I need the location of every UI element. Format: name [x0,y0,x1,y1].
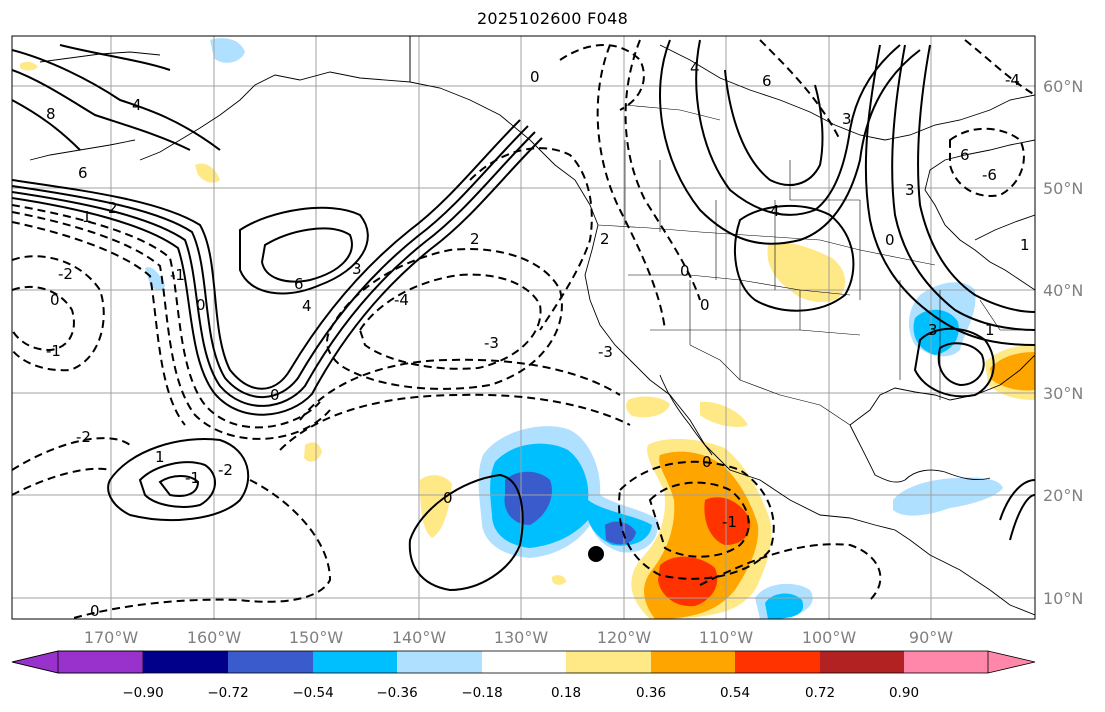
contour-label: 6 [960,146,970,164]
borders [409,36,1035,426]
contour-label: -1 [46,342,61,360]
contour-label: -3 [598,343,613,361]
contour-label: 3 [905,181,915,199]
contour-label: 1 [1020,236,1030,254]
colorbar-label: −0.36 [376,685,417,701]
lon-label: 130°W [494,628,549,647]
contours [12,39,1035,619]
colorbar-segment [313,651,397,673]
colorbar-label: 0.54 [720,685,750,701]
contour-label: -6 [982,166,997,184]
colorbar-label: 0.90 [889,685,919,701]
coastlines [29,36,1035,616]
contour-label: -4 [1005,71,1020,89]
colorbar-segment [397,651,482,673]
contour-labels: 8 6 4 2 1 -1 -2 -2 0 -1 6 4 3 0 -4 -3 2 … [46,59,1030,620]
colorbar-label: −0.72 [207,685,248,701]
colorbar-segment [820,651,904,673]
colorbar-label: −0.90 [122,685,163,701]
contour-label: 0 [700,296,710,314]
lon-label: 160°W [187,628,242,647]
contour-label: 3 [352,260,362,278]
contour-label: 2 [600,230,610,248]
contour-label: 0 [680,262,690,280]
colorbar-label: 0.18 [551,685,581,701]
contour-label: -2 [58,265,73,283]
colorbar-label: 0.72 [805,685,835,701]
contour-label: 0 [270,386,280,404]
contour-label: -3 [484,334,499,352]
colorbar-segment [143,651,228,673]
colorbar-segment [651,651,735,673]
colorbar-segment [735,651,820,673]
contour-label: 4 [132,96,142,114]
lat-label: 60°N [1043,77,1083,96]
contour-label: 0 [702,453,712,471]
contour-label: 6 [294,275,304,293]
contour-label: 0 [443,489,453,507]
contour-label: 6 [78,164,88,182]
contour-label: -4 [394,291,409,309]
contour-label: 6 [762,72,772,90]
colorbar-label: −0.54 [292,685,333,701]
contour-label: 1 [155,448,165,466]
contour-label: 2 [108,199,118,217]
lat-label: 50°N [1043,179,1083,198]
map-title: 2025102600 F048 [476,9,629,28]
lat-label: 10°N [1043,589,1083,608]
contour-label: 8 [46,105,56,123]
lon-label: 120°W [597,628,652,647]
contour-label: -1 [722,513,737,531]
contour-label: 0 [90,602,100,620]
contour-label: 0 [50,291,60,309]
lon-label: 140°W [392,628,447,647]
map-frame [11,35,1036,620]
contour-label: 4 [690,59,700,77]
lon-label: 110°W [699,628,754,647]
contour-label: 3 [842,110,852,128]
contour-label: -2 [76,428,91,446]
lat-label: 20°N [1043,486,1083,505]
contour-label: 2 [470,230,480,248]
contour-label: 3 [928,321,938,339]
colorbar-segment [228,651,313,673]
contour-label: 1 [985,321,995,339]
colorbar-segment [11,650,144,674]
latitude-labels: 10°N 20°N 30°N 40°N 50°N 60°N [1043,77,1083,608]
lon-label: 90°W [909,628,953,647]
contour-label: 1 [82,208,92,226]
contour-label: -1 [170,266,185,284]
station-marker [588,546,604,562]
contour-label: 0 [530,68,540,86]
lat-label: 40°N [1043,281,1083,300]
colorbar: −0.90 −0.72 −0.54 −0.36 −0.18 0.18 0.36 … [11,650,1036,701]
lon-label: 100°W [802,628,857,647]
lon-label: 170°W [84,628,139,647]
colorbar-segment [904,651,1035,673]
lon-label: 150°W [289,628,344,647]
colorbar-label: −0.18 [461,685,502,701]
map-area: 8 6 4 2 1 -1 -2 -2 0 -1 6 4 3 0 -4 -3 2 … [12,36,1035,620]
longitude-labels: 170°W 160°W 150°W 140°W 130°W 120°W 110°… [84,628,953,647]
contour-label: 4 [770,202,780,220]
contour-label: 0 [196,296,206,314]
colorbar-segment [566,651,651,673]
contour-label: 0 [885,231,895,249]
colorbar-label: 0.36 [636,685,666,701]
colorbar-segment [482,651,566,673]
lat-label: 30°N [1043,384,1083,403]
contour-label: -2 [218,461,233,479]
contour-label: 4 [302,297,312,315]
contour-label: -1 [185,469,200,487]
